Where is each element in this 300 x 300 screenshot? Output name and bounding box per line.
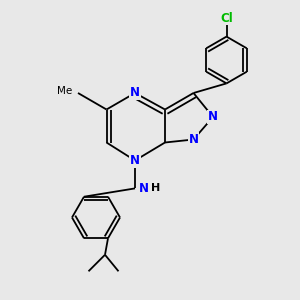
Text: H: H (151, 183, 160, 194)
Text: N: N (130, 154, 140, 167)
Text: Cl: Cl (220, 11, 233, 25)
Text: N: N (208, 110, 218, 124)
Text: Me: Me (57, 85, 73, 96)
Text: N: N (130, 86, 140, 100)
Text: N: N (188, 133, 199, 146)
Text: N: N (139, 182, 149, 195)
